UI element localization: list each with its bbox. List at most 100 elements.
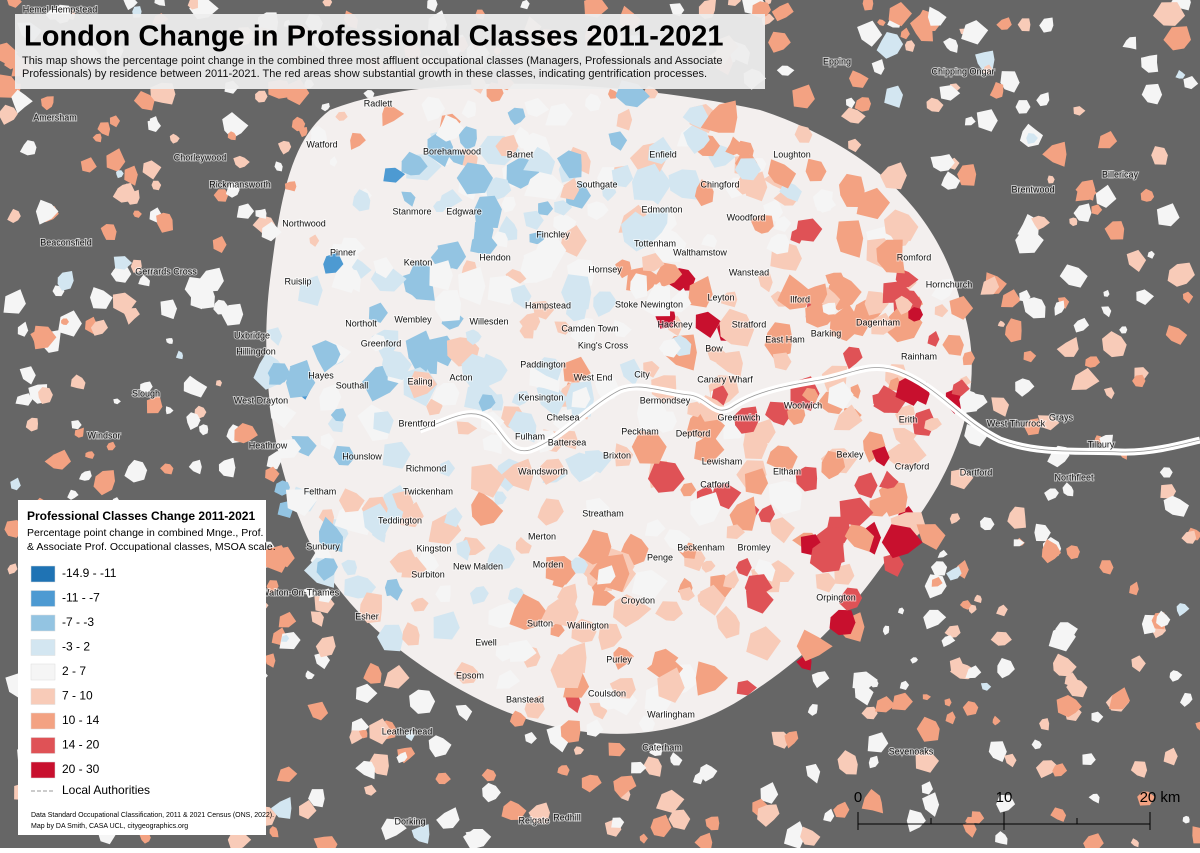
area-patch [116,170,124,179]
area-patch [698,764,718,782]
area-patch [916,716,940,742]
area-patch [358,730,368,739]
area-patch [642,284,671,317]
area-patch [678,587,695,601]
area-patch [154,0,166,6]
place-label: Watford [306,139,337,149]
area-patch [587,201,609,220]
place-label: Borehamwood [423,146,481,156]
area-patch [1048,623,1076,652]
place-label: Ilford [790,294,810,304]
area-patch [1091,204,1103,215]
area-patch [849,70,869,88]
area-patch [97,122,111,137]
area-patch [444,507,463,528]
area-patch [1056,695,1082,718]
area-patch [106,441,116,451]
area-patch [488,600,517,629]
area-patch [552,569,569,588]
area-patch [836,220,864,258]
area-patch [1183,76,1199,90]
area-patch [1015,229,1044,254]
place-label: Dagenham [856,317,900,327]
area-patch [1026,133,1038,144]
area-patch [495,134,519,157]
place-label: Radlett [364,98,393,108]
place-label: Willesden [469,316,508,326]
area-patch [668,809,691,830]
area-patch [1052,763,1068,777]
area-patch [456,539,471,561]
area-patch [593,291,618,317]
area-patch [1182,291,1194,304]
area-patch [784,821,806,849]
area-patch [1083,833,1104,853]
area-patch [401,151,428,176]
area-patch [768,159,797,189]
area-patch [309,234,320,247]
area-patch [265,466,280,483]
area-patch [532,301,555,320]
area-patch [308,789,325,808]
place-label: Greenford [361,338,402,348]
place-label: Hounslow [342,451,382,461]
area-patch [1099,434,1113,451]
area-patch [1082,753,1096,765]
place-label: West End [574,372,613,382]
area-patch [501,800,527,820]
area-patch [1066,545,1080,560]
place-label: Hornsey [588,264,622,274]
place-label: Reigate [518,815,549,825]
area-patch [649,743,663,756]
area-patch [1037,415,1060,431]
credit: Map by DA Smith, CASA UCL, citygeographi… [31,823,188,830]
place-label: Banstead [506,694,544,704]
area-patch [962,820,977,838]
area-patch [79,470,92,481]
area-patch [669,3,685,17]
area-patch [455,704,473,721]
area-patch [1015,378,1035,397]
area-patch [877,19,886,26]
area-patch [668,287,692,313]
area-patch [837,750,858,775]
area-patch [434,290,462,322]
legend-label: 14 - 20 [62,738,100,752]
area-patch [968,604,977,614]
area-patch [657,655,674,672]
area-patch [613,319,632,338]
area-patch [764,322,793,359]
area-patch [165,338,173,344]
place-label: Caterham [642,742,682,752]
area-patch [124,165,138,186]
place-label: Penge [647,552,673,562]
place-label: Northwood [282,218,326,228]
area-patch [560,225,587,257]
area-patch [92,133,102,143]
area-patch [321,102,330,112]
area-patch [1091,711,1104,723]
area-patch [165,406,174,415]
area-patch [716,605,740,639]
area-patch [1044,488,1059,501]
area-patch [1175,70,1186,79]
area-patch [359,592,382,624]
area-patch [926,97,944,112]
area-patch [373,411,394,434]
area-patch [941,171,961,190]
area-patch [864,291,889,316]
area-patch [557,765,570,776]
place-label: Woodford [727,212,766,222]
area-patch [827,381,854,410]
place-label: Uxbridge [234,330,270,340]
area-patch [0,74,20,98]
place-label: Dorking [394,816,425,826]
area-patch [829,609,856,636]
place-label: Sutton [527,618,553,628]
place-label: Fulham [515,431,545,441]
area-patch [383,167,406,183]
area-patch [656,789,685,814]
area-patch [1019,289,1031,302]
area-patch [976,109,998,132]
area-patch [401,191,416,207]
